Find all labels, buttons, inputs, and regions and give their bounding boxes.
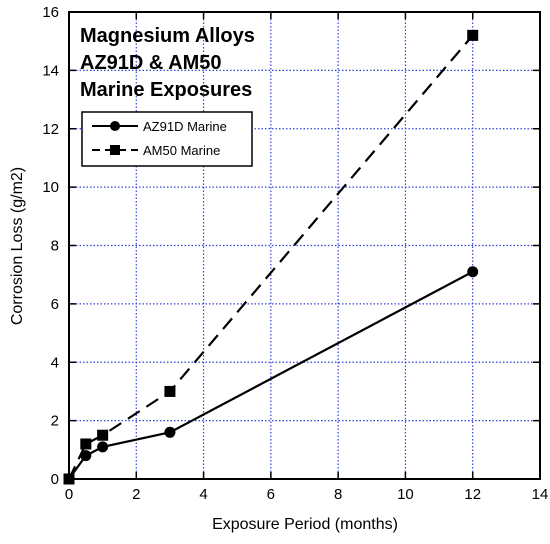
y-axis-label: Corrosion Loss (g/m2) [9,167,26,325]
y-tick-label: 6 [51,296,59,313]
chart-title-line-3: Marine Exposures [80,79,252,101]
grid-lines [69,12,540,479]
x-tick-label: 14 [532,486,549,503]
y-tick-label: 8 [51,238,59,255]
x-tick-label: 12 [464,486,481,503]
x-axis-label: Exposure Period (months) [212,516,398,533]
y-tick-label: 10 [42,179,59,196]
x-tick-label: 10 [397,486,414,503]
legend-label-az91d: AZ91D Marine [143,119,227,134]
data-point-series-1 [80,438,92,450]
data-point-series-0 [164,426,176,438]
y-tick-label: 4 [51,354,59,371]
data-point-series-0 [97,441,109,453]
x-tick-label: 6 [267,486,275,503]
legend-label-am50: AM50 Marine [143,143,220,158]
data-point-series-1 [97,429,109,441]
chart-title-line-2: AZ91D & AM50 [80,52,222,74]
data-point-series-1 [467,29,479,41]
y-tick-label: 0 [51,471,59,488]
data-point-series-0 [467,266,479,278]
x-tick-label: 0 [65,486,73,503]
axis-ticks: 0 2 4 6 8 10 12 14 0 2 4 6 8 10 12 14 16 [42,4,548,503]
legend-marker-0 [110,121,120,131]
x-tick-label: 2 [132,486,140,503]
legend-box [81,111,253,167]
y-tick-label: 2 [51,413,59,430]
y-tick-label: 14 [42,62,59,79]
data-point-series-1 [164,385,176,397]
legend-marker-1 [110,145,120,155]
x-tick-label: 4 [199,486,207,503]
legend: AZ91D Marine AM50 Marine [81,111,253,167]
y-tick-label: 16 [42,4,59,21]
y-tick-label: 12 [42,121,59,138]
x-tick-label: 8 [334,486,342,503]
data-point-series-0 [80,450,92,462]
series-layer [63,29,479,485]
chart-title-line-1: Magnesium Alloys [80,25,255,47]
